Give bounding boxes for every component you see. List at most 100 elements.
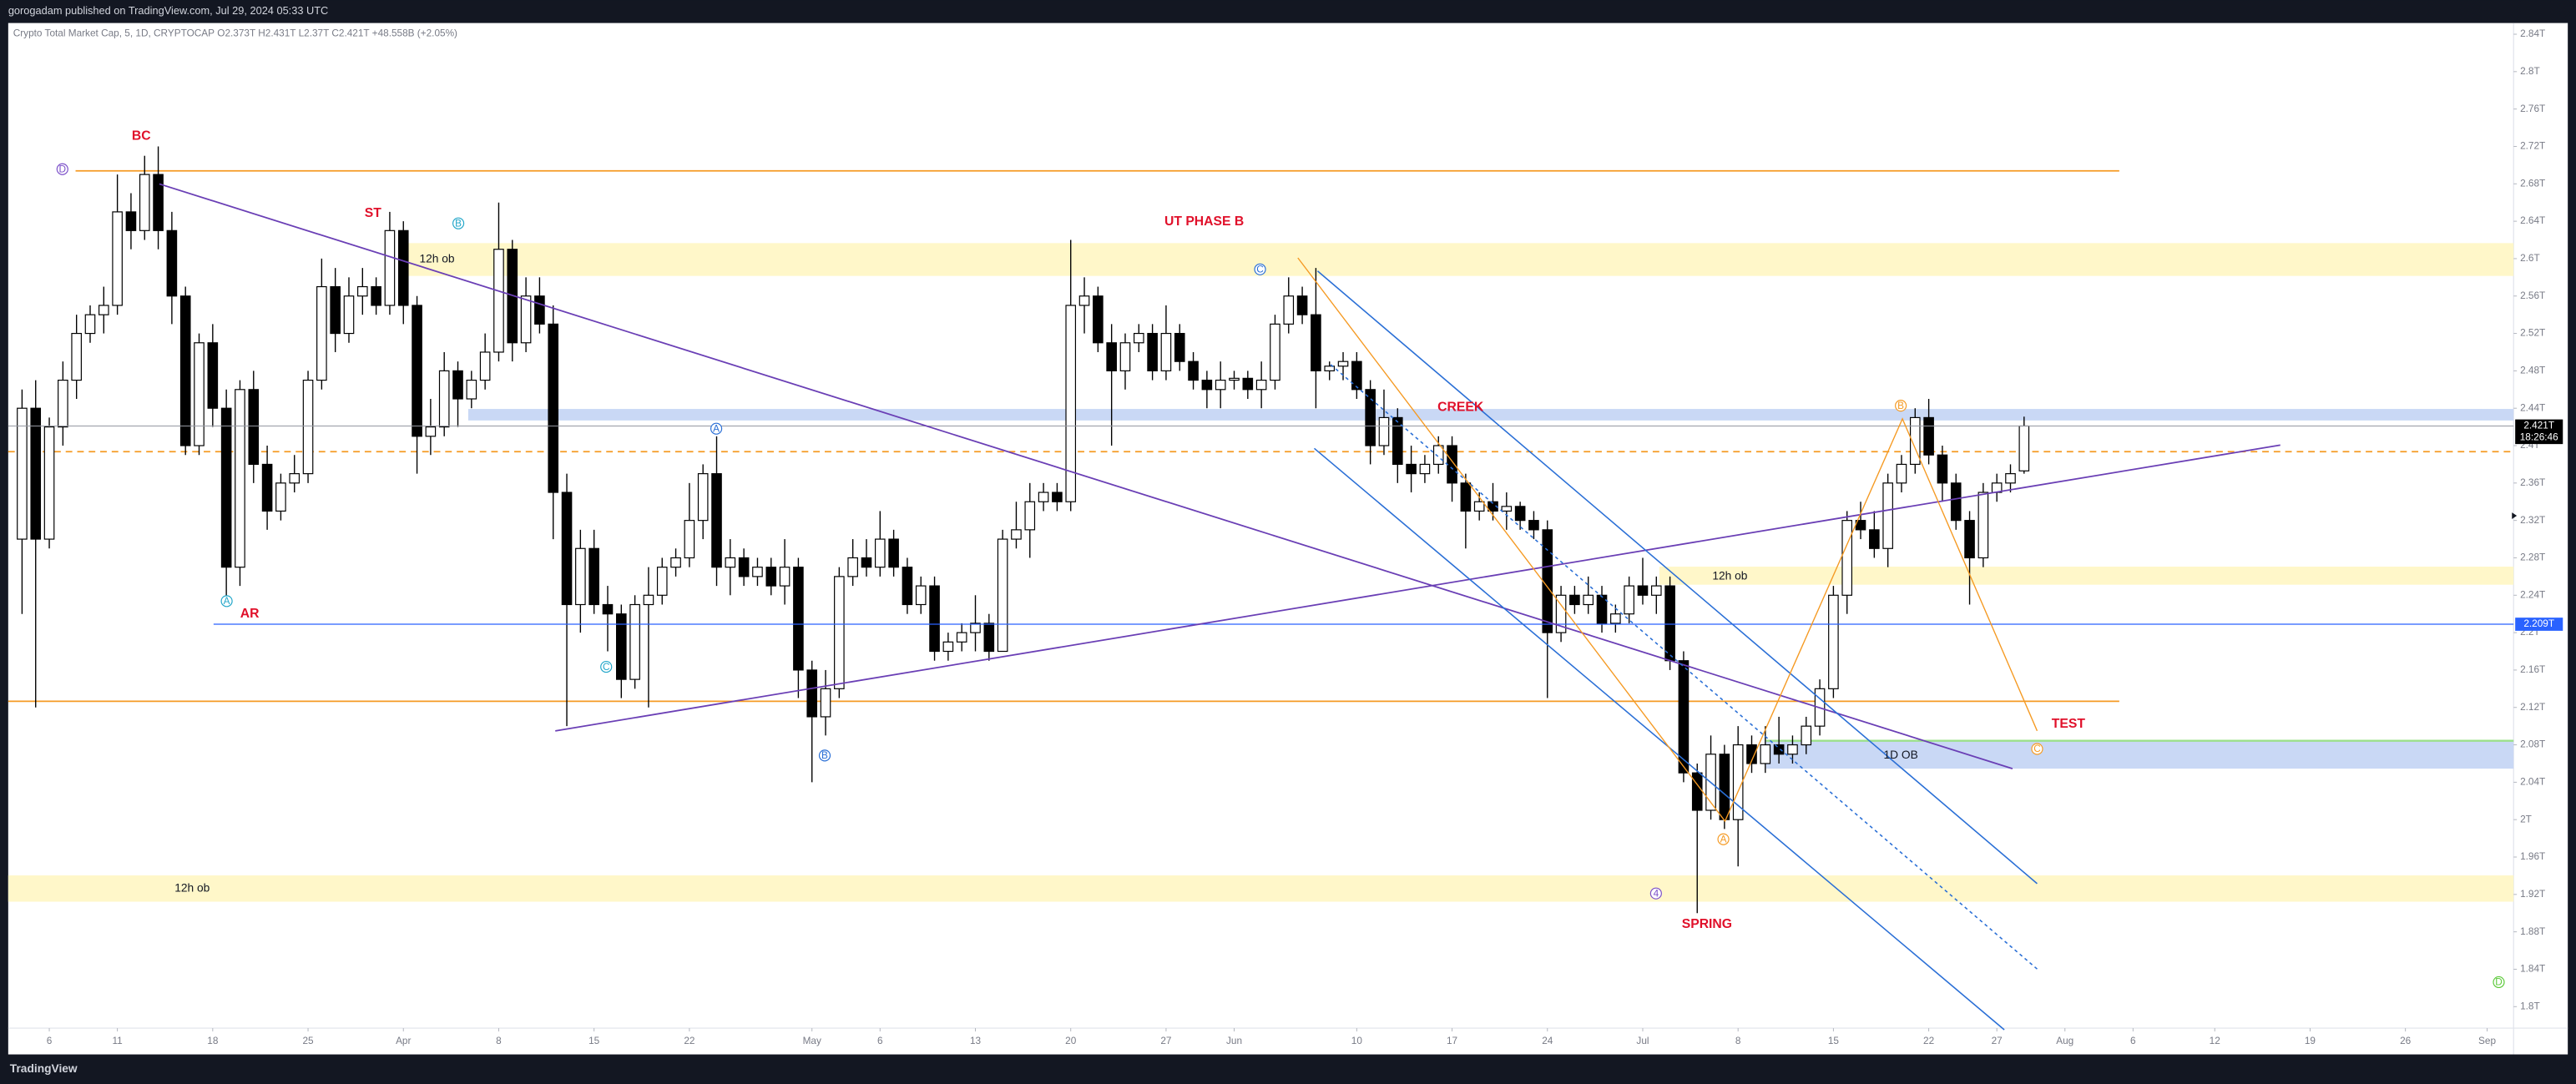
y-tick-label: 2.16T xyxy=(2520,663,2545,675)
creek-zone xyxy=(467,409,2514,421)
candle-body xyxy=(1432,445,1444,466)
y-tick-label: 2.64T xyxy=(2520,214,2545,226)
y-tick-label: 2.04T xyxy=(2520,775,2545,787)
candle-body xyxy=(1501,506,1513,512)
candle-body xyxy=(1650,585,1662,596)
candle-body xyxy=(112,211,123,306)
candle-body xyxy=(1242,377,1254,391)
symbol: Crypto Total Market Cap, 5, 1D, CRYPTOCA… xyxy=(13,27,215,38)
last-price-label: 2.421T xyxy=(2523,420,2554,431)
y-tick-label: 2.6T xyxy=(2520,252,2540,264)
candle-body xyxy=(1732,744,1744,820)
x-tick-label: 20 xyxy=(1065,1035,1077,1046)
candle-body xyxy=(479,351,491,381)
candle-body xyxy=(1201,379,1213,391)
candle-body xyxy=(1215,379,1226,391)
last-price-box xyxy=(2515,419,2563,445)
candle-body xyxy=(1569,594,1580,606)
candle-body xyxy=(43,426,55,540)
daily-ob-zone xyxy=(1765,740,2514,769)
x-tick-label: May xyxy=(803,1035,821,1046)
candle-body xyxy=(1869,529,1880,549)
x-tick-label: 22 xyxy=(1923,1035,1934,1046)
candle-body xyxy=(1283,295,1295,325)
candle-body xyxy=(1337,360,1349,367)
candle-body xyxy=(248,389,260,466)
x-tick-label: 18 xyxy=(207,1035,219,1046)
candle-body xyxy=(1909,416,1921,466)
candle-body xyxy=(929,585,940,653)
x-tick-label: Aug xyxy=(2056,1035,2073,1046)
candle-body xyxy=(1392,416,1403,466)
candle-body xyxy=(302,379,314,475)
candle-body xyxy=(820,688,831,718)
wave-point xyxy=(220,595,233,608)
annotation: ST xyxy=(365,206,381,220)
candle-body xyxy=(166,229,178,297)
candle-body xyxy=(1760,744,1771,764)
candle-body xyxy=(602,603,614,615)
candle-body xyxy=(235,389,245,568)
wave-point xyxy=(818,749,831,762)
y-tick-label: 2.12T xyxy=(2520,701,2545,713)
candle-body xyxy=(1119,342,1131,371)
wave-point xyxy=(1649,887,1662,900)
annotation: TEST xyxy=(2052,717,2086,731)
y-tick-label: 2.68T xyxy=(2520,177,2545,189)
candle-body xyxy=(330,285,341,335)
candle-body xyxy=(1406,463,1417,475)
candle-body xyxy=(1488,501,1498,512)
wave-point xyxy=(452,217,465,229)
x-tick-label: 26 xyxy=(2400,1035,2412,1046)
candle-body xyxy=(1255,379,1267,391)
wave-point xyxy=(2493,976,2505,989)
candle-body xyxy=(629,603,640,680)
candle-body xyxy=(1147,332,1158,371)
symbol-legend: Crypto Total Market Cap, 5, 1D, CRYPTOCA… xyxy=(13,27,457,38)
candle-body xyxy=(1447,445,1457,484)
candle-body xyxy=(179,295,191,446)
annotation: BC xyxy=(132,129,151,144)
candle-body xyxy=(534,295,545,325)
wave-point-label: B xyxy=(455,217,462,229)
y-tick-label: 2.44T xyxy=(2520,401,2545,413)
wave-point xyxy=(56,163,68,175)
y-tick-label: 1.84T xyxy=(2520,963,2545,975)
candle-body xyxy=(493,249,504,353)
candle-body xyxy=(1052,492,1063,502)
candle-body xyxy=(1365,389,1376,446)
candle-body xyxy=(1841,520,1853,596)
x-tick-label: 15 xyxy=(588,1035,600,1046)
zones xyxy=(8,243,2514,902)
x-tick-label: 11 xyxy=(112,1035,122,1046)
wave-point-label: B xyxy=(821,749,828,761)
y-tick-label: 2.52T xyxy=(2520,327,2545,339)
y-tick-label: 2.36T xyxy=(2520,476,2545,488)
candle-body xyxy=(1923,416,1934,456)
candle-body xyxy=(139,174,150,231)
channel-line xyxy=(1316,270,2038,885)
candle-body xyxy=(1093,295,1104,344)
candle-body xyxy=(1977,492,1989,559)
wave-points: D B A C A B C 4 A B C D xyxy=(56,163,2505,989)
annotation: SPRING xyxy=(1682,917,1732,931)
wave-point-label: A xyxy=(224,595,230,607)
candle-body xyxy=(1596,594,1608,624)
candle-body xyxy=(1583,594,1594,606)
candles xyxy=(8,146,2514,914)
levels xyxy=(8,169,2514,703)
wave-point-label: C xyxy=(2033,743,2041,754)
y-tick-label: 1.8T xyxy=(2520,1000,2540,1011)
candle-body xyxy=(425,426,437,437)
candle-body xyxy=(1311,314,1321,371)
wave-point xyxy=(710,422,723,435)
candle-body xyxy=(902,567,913,606)
x-tick-label: 15 xyxy=(1828,1035,1840,1046)
brand: TradingView xyxy=(10,1062,78,1075)
lower-zone xyxy=(8,875,2514,902)
candle-body xyxy=(1882,482,1893,549)
y-tick-label: 2.48T xyxy=(2520,364,2545,376)
candle-body xyxy=(956,632,967,643)
scroll-marker xyxy=(2512,512,2518,519)
